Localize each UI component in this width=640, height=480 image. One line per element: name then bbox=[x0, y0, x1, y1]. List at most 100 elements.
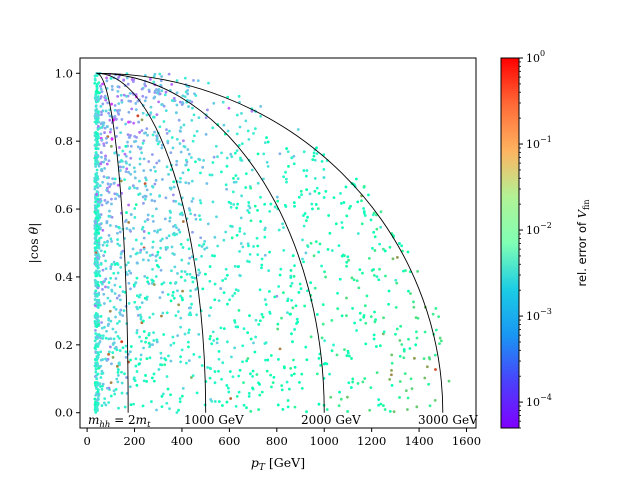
data-point bbox=[135, 329, 139, 332]
data-point bbox=[346, 255, 350, 259]
data-point bbox=[414, 343, 418, 347]
data-point bbox=[225, 400, 229, 404]
data-point bbox=[113, 292, 117, 295]
data-point bbox=[123, 372, 126, 376]
data-point bbox=[148, 77, 152, 81]
data-point bbox=[390, 383, 394, 387]
data-point bbox=[176, 271, 179, 275]
data-point bbox=[225, 187, 229, 191]
data-point bbox=[139, 358, 143, 361]
data-point bbox=[159, 79, 163, 83]
data-point bbox=[161, 311, 165, 315]
data-point bbox=[359, 318, 362, 322]
data-point bbox=[345, 260, 349, 264]
y-tick-label: 0.2 bbox=[55, 338, 73, 352]
data-point bbox=[265, 160, 269, 164]
data-point bbox=[165, 311, 169, 315]
data-point bbox=[116, 95, 120, 98]
data-point bbox=[276, 322, 280, 326]
data-point bbox=[390, 368, 393, 372]
data-point bbox=[400, 244, 404, 248]
data-point bbox=[375, 371, 379, 375]
data-point bbox=[275, 195, 279, 199]
data-point bbox=[96, 216, 99, 220]
data-point bbox=[378, 267, 381, 271]
data-point bbox=[268, 209, 272, 213]
data-point bbox=[167, 354, 170, 358]
data-point bbox=[341, 253, 345, 257]
data-point bbox=[116, 89, 120, 93]
data-point bbox=[383, 249, 387, 253]
data-point bbox=[143, 220, 147, 223]
data-point bbox=[378, 242, 382, 246]
data-point bbox=[289, 284, 293, 288]
data-point bbox=[375, 227, 379, 231]
data-point bbox=[95, 82, 99, 86]
data-point bbox=[212, 155, 216, 159]
data-point bbox=[387, 289, 391, 293]
data-point bbox=[178, 180, 182, 184]
data-point bbox=[282, 365, 286, 369]
data-point bbox=[281, 291, 285, 295]
data-point bbox=[347, 354, 351, 358]
data-point bbox=[108, 345, 112, 349]
data-point bbox=[228, 298, 232, 302]
data-point bbox=[304, 251, 308, 255]
data-point bbox=[153, 182, 157, 186]
data-point bbox=[188, 99, 192, 103]
data-point bbox=[342, 201, 346, 204]
data-point bbox=[134, 364, 138, 368]
data-point bbox=[169, 343, 173, 347]
data-point bbox=[96, 388, 100, 392]
data-point bbox=[129, 271, 133, 275]
data-point bbox=[110, 362, 113, 366]
data-point bbox=[93, 74, 97, 78]
data-point bbox=[114, 315, 117, 319]
data-point bbox=[412, 300, 415, 304]
data-point bbox=[186, 340, 190, 344]
data-point bbox=[155, 264, 159, 267]
data-point bbox=[367, 256, 371, 260]
data-point bbox=[361, 380, 365, 384]
data-point bbox=[161, 392, 165, 396]
data-point bbox=[96, 111, 100, 114]
data-point bbox=[235, 132, 239, 136]
data-point bbox=[330, 318, 334, 322]
data-point bbox=[362, 185, 366, 188]
data-point bbox=[126, 261, 130, 265]
data-point bbox=[94, 219, 97, 223]
data-point bbox=[219, 326, 223, 330]
data-point bbox=[434, 328, 438, 332]
data-point bbox=[145, 295, 149, 299]
data-point bbox=[100, 321, 103, 324]
data-point bbox=[99, 132, 103, 136]
data-point bbox=[128, 186, 132, 190]
data-point bbox=[94, 347, 98, 351]
data-point bbox=[315, 372, 319, 376]
data-point bbox=[159, 351, 163, 355]
data-point bbox=[280, 388, 284, 392]
data-point bbox=[226, 302, 229, 306]
data-point bbox=[291, 306, 295, 310]
data-point bbox=[292, 154, 296, 158]
data-point bbox=[402, 348, 406, 351]
data-point bbox=[133, 186, 136, 190]
mass-contour bbox=[96, 72, 444, 413]
data-point bbox=[349, 386, 353, 389]
data-point bbox=[191, 276, 195, 280]
data-point bbox=[285, 380, 289, 384]
data-point bbox=[107, 337, 111, 341]
data-point bbox=[406, 396, 410, 400]
data-point bbox=[280, 316, 283, 320]
data-point bbox=[339, 202, 343, 205]
data-point bbox=[95, 293, 99, 297]
data-point bbox=[169, 151, 173, 155]
data-point bbox=[116, 183, 120, 187]
data-point bbox=[317, 191, 321, 195]
data-point bbox=[179, 360, 183, 364]
data-point bbox=[266, 140, 270, 144]
data-point bbox=[94, 358, 97, 362]
data-point bbox=[372, 333, 376, 337]
data-point bbox=[247, 394, 251, 398]
data-point bbox=[315, 186, 319, 190]
